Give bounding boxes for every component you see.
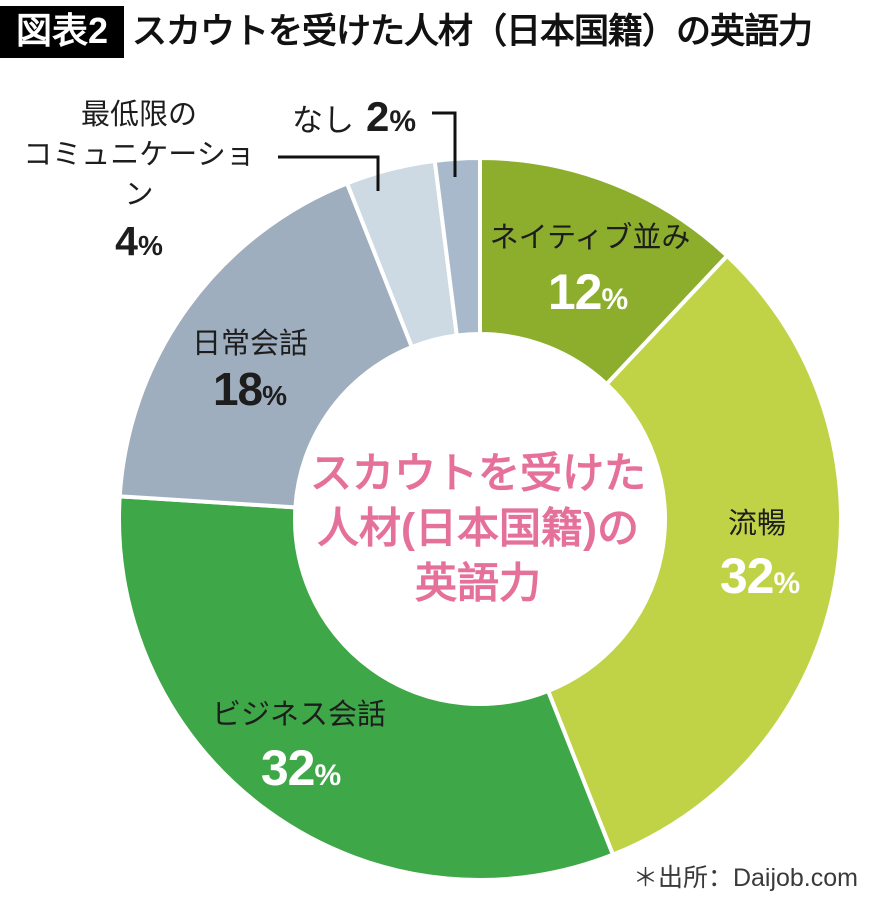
center-title-line1: スカウトを受けた [309,449,647,497]
callout-line-minimal [278,155,380,191]
center-title-line3: 英語力 [414,559,542,607]
segment-label-none: なし 2% [292,93,416,141]
percent-sign: % [773,567,801,600]
segment-value-minimal: 4% [12,215,266,272]
donut-center-title: スカウトを受けた 人材(日本国籍)の 英語力 [310,446,646,611]
segment-label-minimal: 最低限の コミュニケーション 4% [12,95,266,272]
value-number: 32 [719,548,775,604]
segment-value-none: 2% [366,93,416,141]
donut-segment-fluent [546,253,843,857]
value-number: 18 [212,363,263,415]
none-label-text: なし [292,103,354,138]
donut-segment-none [432,156,482,338]
percent-sign: % [262,380,288,411]
segment-value-fluent: 32% [720,547,800,605]
donut-segment-native [478,156,730,387]
value-number: 4 [115,218,138,264]
callout-line-none [432,111,457,177]
minimal-label-line2: コミュニケーション [23,139,255,211]
value-number: 12 [547,264,603,320]
figure-number-badge: 図表2 [0,6,124,58]
page-title: スカウトを受けた人材（日本国籍）の英語力 [132,11,813,51]
source-note: ＊出所：Daijob.com [632,864,858,892]
segment-value-business: 32% [261,739,341,797]
segment-label-fluent: 流暢 [727,508,787,540]
percent-sign: % [389,105,417,138]
center-title-line2: 人材(日本国籍)の [317,504,639,552]
segment-label-daily: 日常会話 [191,328,309,360]
percent-sign: % [314,759,342,792]
donut-segment-daily [117,181,414,510]
minimal-label-line1: 最低限の [80,99,197,131]
percent-sign: % [601,283,629,316]
chart-header: 図表2 スカウトを受けた人材（日本国籍）の英語力 [0,6,813,58]
value-number: 32 [260,740,316,796]
donut-segment-business [117,494,615,882]
segment-label-business: ビジネス会話 [211,699,387,731]
donut-segments [117,156,843,882]
segment-value-daily: 18% [213,362,287,416]
segment-label-native: ネイティブ並み [489,222,691,254]
segment-value-native: 12% [548,263,628,321]
percent-sign: % [137,230,163,261]
value-number: 2 [366,93,390,140]
